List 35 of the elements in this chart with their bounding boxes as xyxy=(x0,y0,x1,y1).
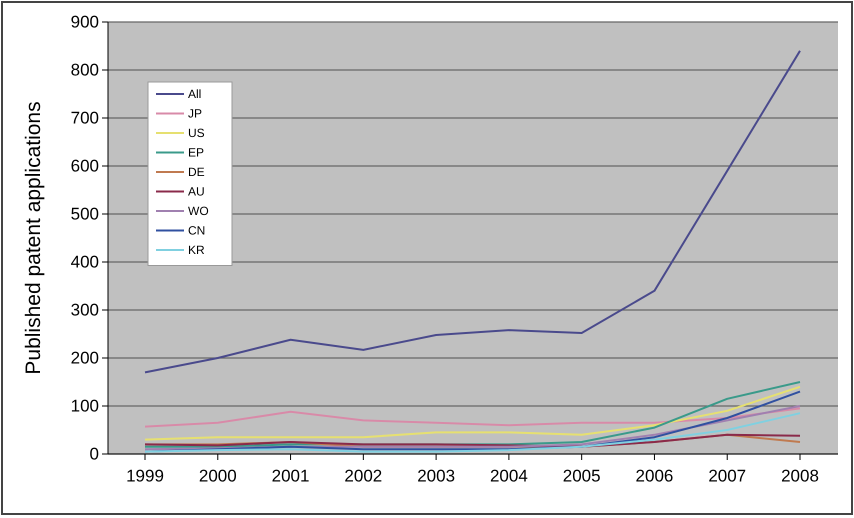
y-axis-title: Published patent applications xyxy=(22,101,45,375)
y-tick-label: 500 xyxy=(70,204,99,224)
x-tick-label: 2000 xyxy=(198,466,237,486)
y-tick-label: 300 xyxy=(70,300,99,320)
x-tick-label: 2007 xyxy=(708,466,746,486)
legend-label: WO xyxy=(188,204,209,218)
line-series xyxy=(144,407,801,428)
y-tick-label: 800 xyxy=(70,60,99,80)
x-tick-label: 1999 xyxy=(126,466,164,486)
line-series xyxy=(144,405,801,450)
line-series xyxy=(144,412,801,453)
line-series xyxy=(144,50,801,374)
legend-label: All xyxy=(188,87,202,101)
x-tick-label: 2004 xyxy=(490,466,528,486)
y-tick-label: 200 xyxy=(70,348,99,368)
x-tick-label: 2001 xyxy=(272,466,310,486)
line-series xyxy=(144,386,801,441)
legend-label: US xyxy=(188,126,205,140)
legend-label: AU xyxy=(188,184,205,198)
x-tick-label: 2006 xyxy=(636,466,674,486)
legend-label: KR xyxy=(188,243,206,257)
legend-label: EP xyxy=(188,146,204,160)
y-tick-label: 100 xyxy=(70,396,99,416)
x-tick-label: 2002 xyxy=(344,466,382,486)
y-tick-label: 600 xyxy=(70,156,99,176)
legend-label: JP xyxy=(188,106,202,120)
legend-label: DE xyxy=(188,165,205,179)
y-tick-label: 700 xyxy=(70,108,99,128)
x-tick-label: 2003 xyxy=(417,466,456,486)
y-tick-label: 0 xyxy=(90,444,99,464)
y-tick-label: 400 xyxy=(70,252,99,272)
x-tick-label: 2005 xyxy=(562,466,601,486)
x-tick-label: 2008 xyxy=(781,466,819,486)
legend-label: CN xyxy=(188,224,206,238)
y-tick-label: 900 xyxy=(70,12,99,32)
